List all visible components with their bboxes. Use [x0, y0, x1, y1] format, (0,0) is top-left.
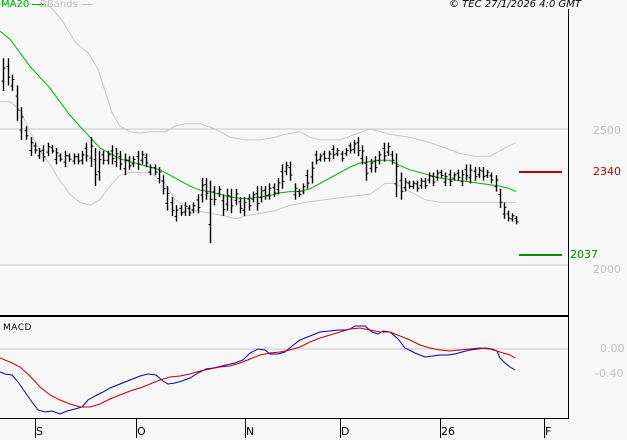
support-label: 2037 — [570, 248, 598, 261]
y-label-2000: 2000 — [593, 263, 621, 276]
bbands-lower-line — [0, 101, 516, 220]
legend-ma20: MA20 — [1, 0, 45, 10]
legend-bbands-label: BBands — [40, 0, 78, 10]
legend-bbands: BBands — [40, 0, 93, 10]
x-label-jan26: 26 — [441, 425, 455, 438]
bbands-upper-line — [0, 3, 517, 157]
x-label-oct: O — [137, 425, 146, 438]
macd-title: MACD — [3, 323, 32, 333]
support-resistance-levels — [519, 171, 562, 256]
x-label-nov: N — [246, 425, 255, 438]
legend-ma20-swatch — [32, 3, 45, 5]
ohlc-bars — [1, 58, 519, 244]
signal-line — [0, 327, 516, 408]
macd-line — [0, 325, 516, 415]
legend-ma20-label: MA20 — [1, 0, 30, 10]
copyright-timestamp: © TEC 27/1/2026 4:0 GMT — [449, 0, 581, 10]
legend-bbands-swatch — [80, 3, 93, 5]
y-label-2500: 2500 — [593, 124, 621, 137]
resistance-label: 2340 — [593, 165, 621, 178]
macd-label-neg040: -0.40 — [595, 367, 624, 380]
price-gridlines — [0, 128, 568, 266]
x-label-dec: D — [341, 425, 350, 438]
macd-label-zero: 0.00 — [600, 342, 625, 355]
x-axis-ticks — [35, 419, 545, 438]
x-label-feb: F — [545, 425, 552, 438]
x-label-sep: S — [36, 425, 43, 438]
